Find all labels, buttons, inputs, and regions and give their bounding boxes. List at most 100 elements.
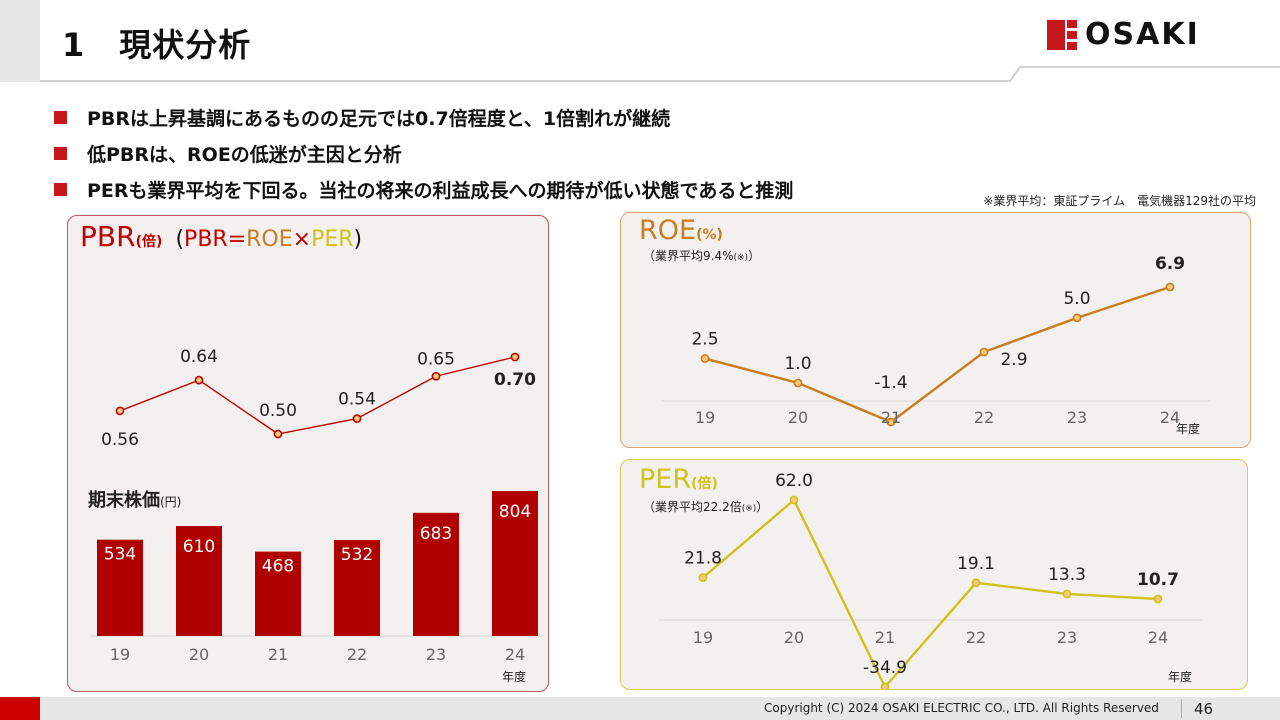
formula-close-paren: ) [353, 227, 363, 252]
per-point [789, 495, 799, 505]
roe-subtitle: （業界平均9.4%(※)） [643, 247, 760, 264]
bullet-square-icon [54, 146, 67, 160]
roe-data-label: 1.0 [784, 354, 811, 374]
roe-panel: ROE(%) （業界平均9.4%(※)） 年度 2.5 19 1.0 20 -1.4 21… [620, 212, 1251, 448]
bullet-text: 低PBRは、ROEの低迷が主因と分析 [87, 143, 402, 166]
industry-average-note: ※業界平均：東証プライム 電気機器129社の平均 [983, 194, 1256, 208]
company-logo: OSAKI [1047, 17, 1200, 52]
price-bar [413, 512, 459, 636]
formula-open-paren: ( [175, 227, 185, 252]
roe-line [704, 285, 1171, 424]
per-subtitle-text: （業界平均22.2倍 [643, 500, 742, 514]
per-point [698, 573, 708, 582]
per-xlabel: 年度 [1168, 670, 1193, 684]
formula-times: × [292, 227, 312, 252]
pbr-title-unit: (倍) [135, 234, 163, 250]
logo-text: OSAKI [1085, 17, 1200, 52]
pbr-title: PBR [80, 220, 136, 253]
pbr-data-label: 0.50 [259, 401, 297, 421]
roe-point [793, 378, 803, 388]
x-tick-label: 23 [1067, 408, 1087, 427]
per-data-label: 19.1 [957, 554, 995, 574]
roe-point [1072, 313, 1082, 323]
roe-data-label: 2.9 [1000, 350, 1027, 370]
header-accent-bar [0, 0, 40, 82]
price-bar [97, 539, 143, 636]
roe-point [700, 354, 710, 363]
x-tick-label: 20 [784, 628, 804, 647]
formula-roe: ROE [246, 227, 293, 252]
section-title: 現状分析 [119, 26, 252, 64]
x-tick-label: 19 [695, 408, 715, 427]
x-tick-label: 20 [788, 408, 808, 427]
per-panel: PER(倍) （業界平均22.2倍(※)） 年度 21.8 19 62.0 20 -34… [620, 459, 1248, 690]
bullet-text: PERも業界平均を下回る。当社の将来の利益成長への期待が低い状態であると推測 [87, 179, 794, 202]
x-tick-label: 19 [110, 645, 130, 664]
pbr-panel-title: PBR(倍) (PBR=ROE×PER) [80, 220, 362, 253]
price-bar-label: 804 [499, 502, 531, 522]
per-point [971, 578, 981, 588]
x-tick-label: 21 [268, 645, 288, 664]
roe-subtitle-mark: (※) [733, 253, 749, 263]
bullet-square-icon [54, 182, 67, 196]
per-subtitle: （業界平均22.2倍(※)） [643, 498, 768, 515]
page-separator [1181, 699, 1182, 718]
x-tick-label: 21 [875, 628, 895, 647]
roe-panel-title: ROE(%) [639, 215, 723, 246]
per-point [1153, 594, 1163, 604]
page-number: 46 [1194, 700, 1214, 718]
roe-data-label: 6.9 [1155, 254, 1185, 274]
header-divider [40, 66, 1280, 82]
x-tick-label: 24 [505, 645, 525, 664]
roe-xlabel: 年度 [1176, 422, 1201, 436]
bullet-item: PBRは上昇基調にあるものの足元では0.7倍程度と、1倍割れが継続 [54, 99, 793, 135]
pbr-line [119, 356, 516, 435]
bar-title-unit: (円) [160, 495, 182, 509]
roe-subtitle-text: （業界平均9.4% [643, 249, 734, 263]
pbr-point [510, 352, 520, 362]
per-chart: 21.8 19 62.0 20 -34.9 21 19.1 22 13.3 23 10.7 24 [659, 471, 1203, 689]
per-data-label: 21.8 [684, 549, 722, 569]
logo-mark-icon [1047, 19, 1077, 50]
roe-chart: 2.5 19 1.0 20 -1.4 21 2.9 22 5.0 23 6.9 24 [661, 254, 1211, 427]
bullet-square-icon [54, 110, 67, 124]
pbr-point [431, 371, 441, 381]
x-tick-label: 19 [693, 628, 713, 647]
formula-per: PER [311, 227, 354, 252]
pbr-panel: PBR(倍) (PBR=ROE×PER) 期末株価(円) 年度 0.56 0.64… [67, 215, 549, 692]
per-title-unit: (倍) [691, 476, 718, 492]
roe-data-label: 5.0 [1063, 289, 1090, 309]
per-data-label: 10.7 [1137, 570, 1179, 590]
pbr-data-label: 0.56 [101, 430, 139, 450]
pbr-data-label: 0.70 [494, 370, 536, 390]
per-line [702, 498, 1159, 689]
per-subtitle-mark: (※) [741, 504, 757, 514]
x-tick-label: 23 [426, 645, 446, 664]
pbr-data-label: 0.54 [338, 390, 376, 410]
per-subtitle-close: ） [756, 500, 769, 514]
bullet-list: PBRは上昇基調にあるものの足元では0.7倍程度と、1倍割れが継続 低PBRは、… [54, 99, 793, 207]
price-bar-label: 468 [262, 557, 294, 577]
footer-bar [40, 697, 1280, 720]
price-bar-label: 534 [104, 545, 136, 565]
footer-accent [0, 697, 40, 720]
price-bar [176, 525, 222, 636]
price-bar [255, 551, 301, 636]
x-tick-label: 22 [966, 628, 986, 647]
per-point [1062, 589, 1072, 599]
roe-title-unit: (%) [696, 227, 723, 243]
roe-data-label: -1.4 [874, 373, 907, 393]
x-tick-label: 22 [974, 408, 994, 427]
copyright: Copyright (C) 2024 OSAKI ELECTRIC CO., L… [764, 701, 1159, 715]
per-data-label: 62.0 [775, 471, 813, 491]
x-tick-label: 23 [1057, 628, 1077, 647]
formula-equals: = [227, 227, 247, 252]
pbr-point [273, 429, 283, 439]
pbr-point [194, 375, 204, 385]
price-bar-label: 610 [183, 537, 215, 557]
roe-point [979, 347, 989, 357]
roe-point [886, 417, 896, 427]
bullet-text: PBRは上昇基調にあるものの足元では0.7倍程度と、1倍割れが継続 [87, 107, 671, 130]
per-point [880, 682, 890, 689]
per-data-label: 13.3 [1048, 565, 1086, 585]
